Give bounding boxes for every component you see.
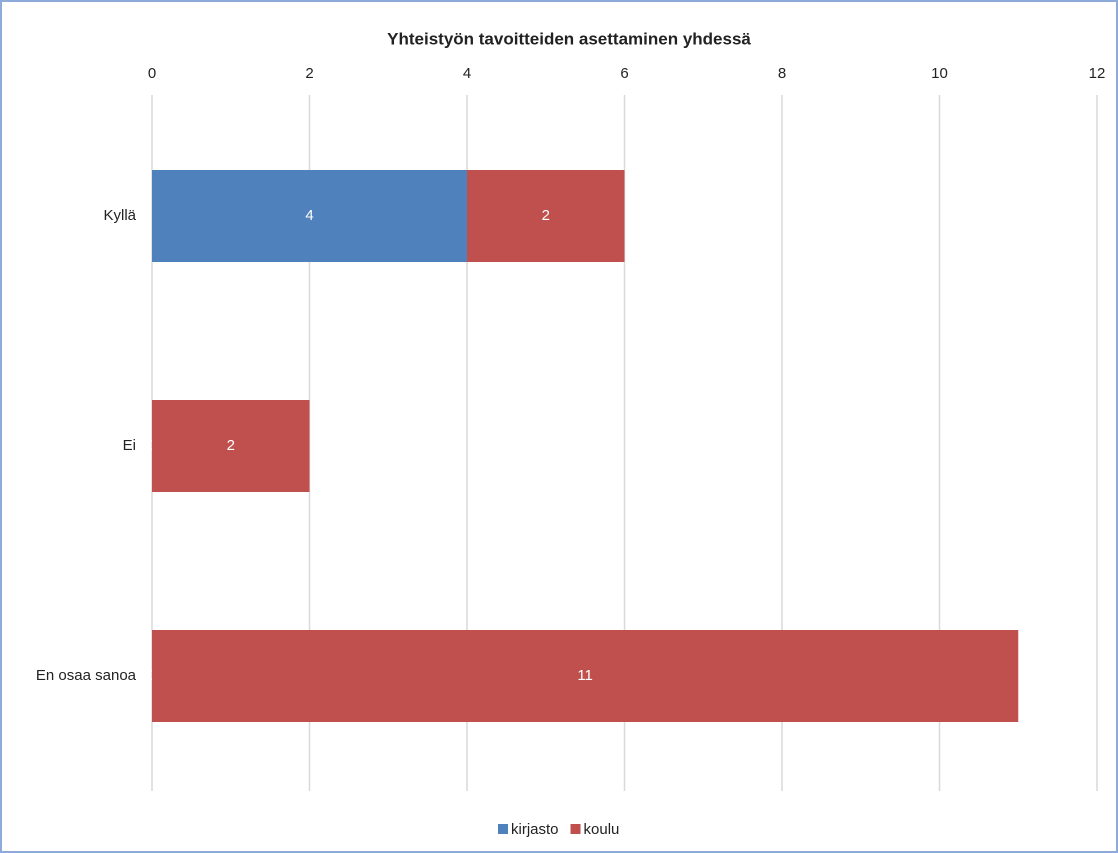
data-label: 11 (577, 667, 593, 684)
bar (467, 170, 625, 262)
y-tick-label: Kyllä (103, 207, 136, 224)
data-label: 2 (542, 207, 550, 224)
bar (152, 630, 1019, 722)
y-tick-label: En osaa sanoa (36, 667, 137, 684)
legend-swatch (570, 824, 581, 834)
legend-swatch (498, 824, 508, 834)
x-tick-label: 0 (148, 65, 156, 82)
bar (152, 400, 310, 492)
x-tick-label: 2 (305, 65, 313, 82)
legend-label: koulu (584, 821, 620, 838)
data-label: 4 (305, 207, 313, 224)
x-tick-label: 6 (620, 65, 628, 82)
y-tick-label: Ei (123, 437, 136, 454)
x-tick-label: 12 (1089, 65, 1106, 82)
bar (152, 170, 467, 262)
chart-title: Yhteistyön tavoitteiden asettaminen yhde… (387, 29, 751, 48)
x-tick-label: 10 (931, 65, 948, 82)
legend-label: kirjasto (511, 821, 559, 838)
data-label: 2 (227, 437, 235, 454)
x-tick-label: 4 (463, 65, 471, 82)
x-tick-label: 8 (778, 65, 786, 82)
